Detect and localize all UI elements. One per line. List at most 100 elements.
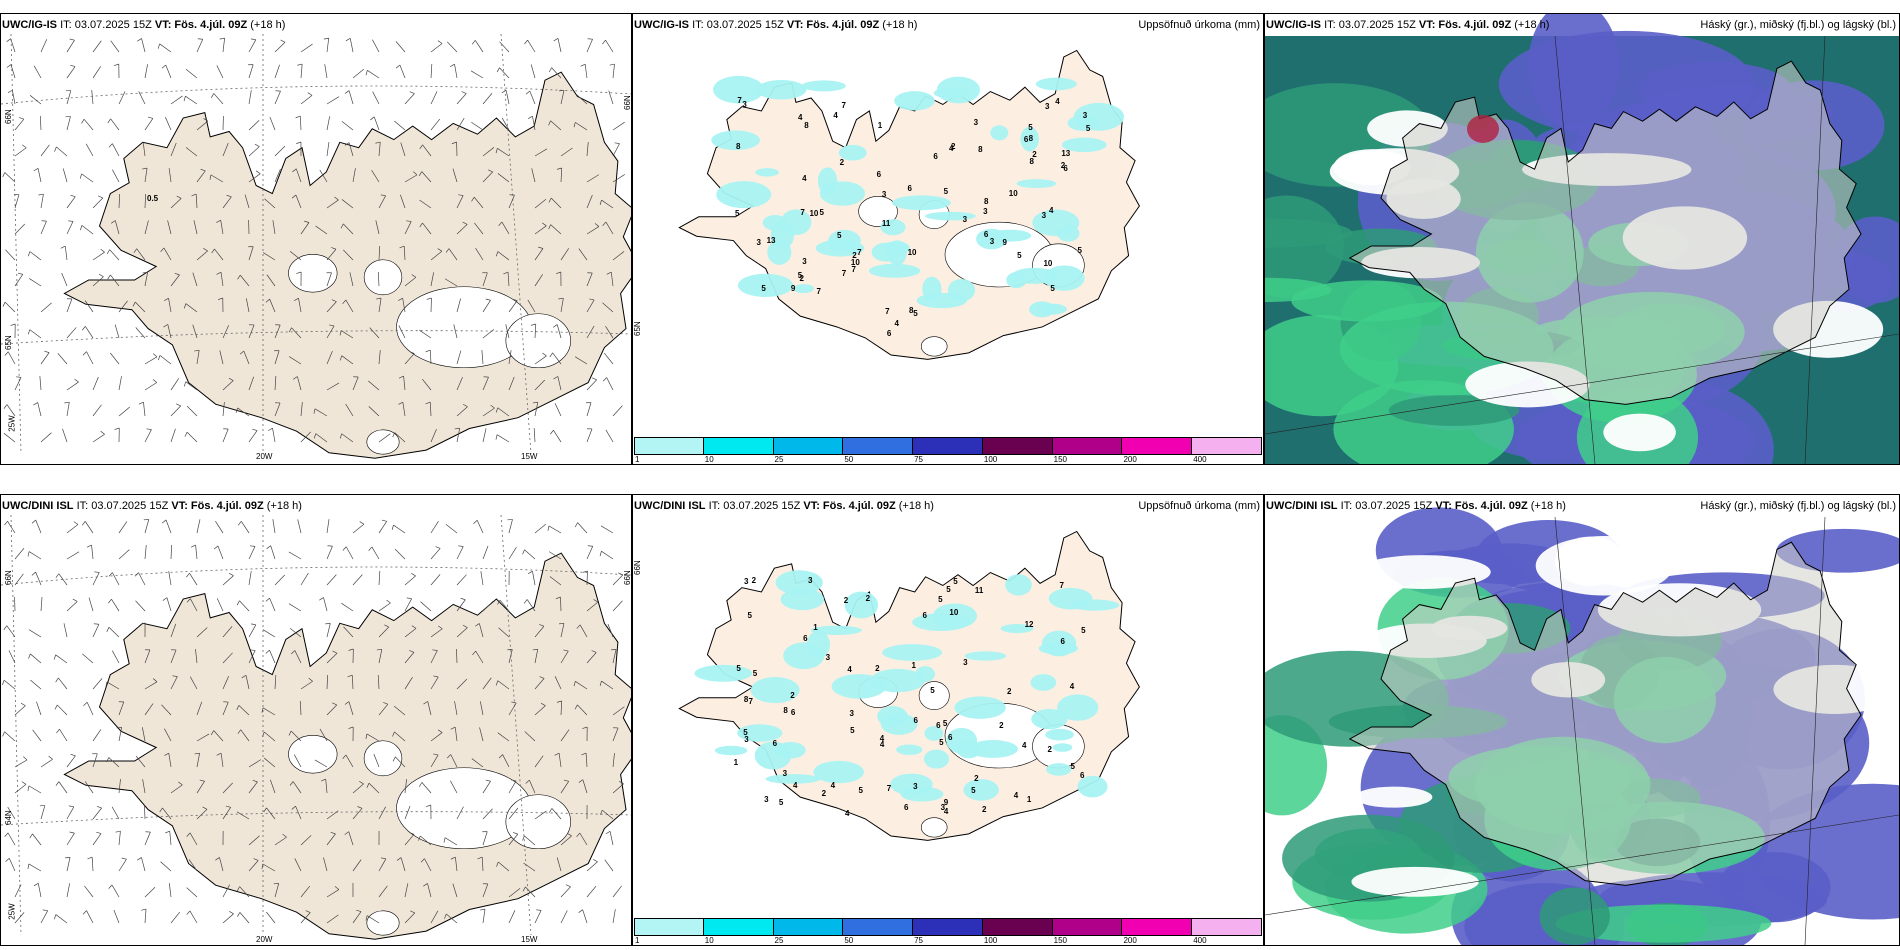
- wind-barb-flag: [183, 96, 186, 102]
- wind-barb: [35, 571, 42, 586]
- wind-barb: [84, 326, 94, 339]
- wind-barb: [498, 627, 510, 638]
- wind-barb: [300, 912, 311, 924]
- wind-barb-flag: [70, 753, 76, 757]
- wind-barb-flag: [68, 805, 74, 808]
- wind-barb: [92, 276, 104, 287]
- wind-panel-1: UWC/IG-IS IT: 03.07.2025 15Z VT: Fös. 4.…: [0, 13, 632, 465]
- precip-value-label: 2: [1006, 687, 1012, 697]
- wind-barb: [560, 147, 573, 157]
- wind-barb: [605, 39, 614, 53]
- precip-value-label: 6: [1023, 134, 1029, 144]
- wind-barb-flag: [106, 627, 110, 632]
- wind-barb: [29, 95, 42, 105]
- wind-barb-flag: [53, 914, 57, 920]
- wind-barb-flag: [524, 39, 528, 45]
- wind-barb: [340, 330, 354, 339]
- precip-value-label: 10: [907, 248, 917, 258]
- precip-value-label: 7: [1059, 580, 1064, 590]
- colorbar-tick-label: 10: [704, 936, 714, 945]
- wind-barb-flag: [313, 433, 317, 439]
- wind-barb: [529, 780, 536, 794]
- wind-barb: [404, 652, 415, 664]
- precip-value-label: 7: [841, 268, 847, 278]
- precip-value-label: 11: [974, 585, 984, 595]
- precip-value-label: 4: [894, 319, 899, 329]
- wind-barb: [196, 120, 209, 131]
- valid-time-label: VT:: [171, 500, 188, 512]
- wind-barb: [352, 523, 365, 534]
- precip-value-label: 5: [939, 738, 944, 748]
- wind-barb: [575, 122, 588, 131]
- precip-value-label: 3: [744, 576, 749, 586]
- wind-barb: [237, 407, 250, 417]
- wind-barb: [81, 225, 94, 235]
- wind-barb: [135, 327, 146, 339]
- wind-barb: [196, 250, 208, 261]
- wind-barb: [238, 705, 250, 716]
- precip-area: [1029, 301, 1055, 318]
- wind-barb-flag: [578, 779, 584, 783]
- wind-barb: [56, 146, 68, 157]
- wind-barb: [144, 382, 158, 391]
- wind-barb: [118, 193, 121, 209]
- wind-barb-flag: [419, 782, 423, 787]
- wind-barb-flag: [38, 193, 44, 196]
- wind-barb-flag: [329, 324, 335, 327]
- wind-barb: [91, 90, 94, 105]
- wind-barb: [85, 143, 94, 157]
- wind-barb: [165, 117, 172, 131]
- wind-barb: [14, 274, 24, 287]
- wind-barb-flag: [567, 833, 572, 837]
- wind-barb: [352, 911, 362, 924]
- colorbar-tick-label: 100: [983, 936, 998, 945]
- init-time: IT: 03.07.2025 15Z: [1340, 500, 1433, 512]
- valid-time: Fös. 4.júl. 09Z: [1438, 19, 1512, 31]
- precip-value-label: 13: [766, 236, 776, 245]
- precip-area: [967, 740, 1018, 758]
- precip-value-label: 4: [802, 173, 807, 183]
- wind-barb: [274, 836, 287, 846]
- wind-barb: [319, 169, 328, 183]
- colorbar-swatch: [913, 918, 983, 936]
- wind-barb-flag: [458, 194, 464, 196]
- wind-barb: [579, 832, 588, 846]
- wind-barb: [326, 574, 337, 586]
- wind-barb: [479, 623, 484, 638]
- wind-barb: [165, 519, 172, 534]
- wind-barb: [475, 247, 484, 261]
- wind-barb: [144, 64, 148, 79]
- wind-barb: [217, 545, 224, 560]
- wind-barb: [508, 519, 513, 534]
- wind-barb: [118, 779, 121, 794]
- precip-area: [1038, 642, 1078, 655]
- colorbar-swatch: [1122, 918, 1193, 936]
- wind-barb-flag: [339, 330, 342, 336]
- wind-barb: [295, 805, 302, 820]
- wind-barb-flag: [146, 428, 152, 430]
- wind-barb: [456, 195, 464, 209]
- wind-barb: [523, 862, 536, 872]
- wind-barb-flag: [344, 701, 350, 705]
- precip-panel-header: UWC/DINI ISL IT: 03.07.2025 15Z VT: Fös.…: [634, 495, 1260, 517]
- wind-barb: [453, 324, 458, 339]
- precip-value-label: 4: [847, 665, 852, 675]
- wind-barb: [605, 429, 614, 443]
- colorbar-tick-label: 1: [635, 936, 640, 945]
- wind-barb: [430, 64, 433, 79]
- wind-barb: [556, 324, 562, 339]
- precip-title: Uppsöfnuð úrkoma (mm): [1138, 19, 1260, 31]
- wind-barb-flag: [250, 545, 256, 547]
- lat-label-right: 66N: [623, 570, 632, 585]
- wind-barb: [456, 574, 467, 586]
- wind-barb: [193, 220, 198, 235]
- wind-barb-flag: [239, 350, 245, 355]
- wind-barb: [610, 272, 614, 287]
- wind-barb: [447, 41, 458, 53]
- wind-barb-flag: [93, 623, 99, 625]
- wind-barb-flag: [334, 196, 339, 201]
- wind-barbs: [2, 37, 625, 443]
- precip-value-label: 1: [733, 758, 739, 768]
- wind-barb: [604, 859, 614, 872]
- wind-barb: [315, 433, 328, 443]
